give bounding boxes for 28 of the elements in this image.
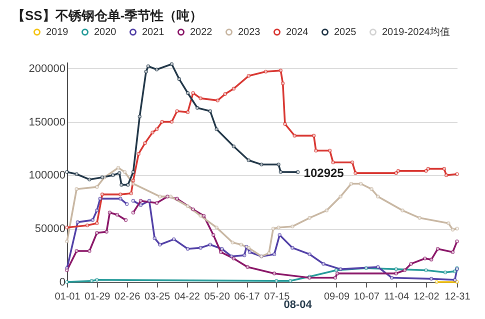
- legend-label: 2021: [142, 27, 165, 38]
- y-tick-label: 0: [59, 276, 66, 288]
- y-tick-label: 50000: [34, 223, 66, 236]
- legend-label: 2024: [286, 27, 309, 38]
- legend-label: 2020: [94, 27, 117, 38]
- y-tick-label: 100000: [28, 170, 66, 182]
- x-tick-label: 01-29: [84, 292, 111, 302]
- annotation: 102925: [304, 166, 344, 180]
- x-tick-label: 05-20: [204, 292, 230, 302]
- y-tick-label: 150000: [28, 116, 66, 128]
- y-tick-label: 200000: [28, 62, 66, 75]
- x-tick-label: 12-31: [444, 292, 471, 302]
- x-tick-label: 12-02: [414, 292, 440, 302]
- x-tick-label: 02-26: [114, 292, 141, 302]
- legend-label: 2022: [190, 27, 213, 38]
- legend-label: 2025: [334, 27, 357, 38]
- x-tick-label: 06-17: [234, 292, 260, 302]
- x-tick-label: 10-07: [354, 292, 380, 302]
- legend-label: 2019-2024均值: [382, 26, 450, 38]
- x-tick-label: 03-25: [144, 292, 170, 302]
- legend-label: 2023: [238, 27, 261, 38]
- legend-label: 2019: [46, 27, 69, 38]
- x-tick-label: 09-09: [324, 292, 350, 302]
- x-tick-label: 04-22: [174, 292, 200, 302]
- chart-title: 【SS】不锈钢仓单-季节性（吨）: [12, 8, 203, 23]
- text: 08-04: [284, 299, 313, 311]
- x-tick-label: 01-01: [54, 292, 81, 302]
- x-tick-label: 11-04: [384, 292, 410, 302]
